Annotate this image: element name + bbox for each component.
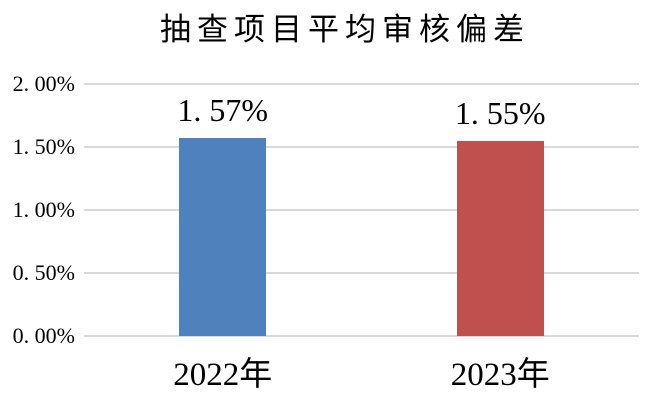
bar-value-label: 1. 55%	[454, 94, 546, 131]
y-axis-tick-label: 2. 00%	[12, 71, 75, 96]
y-axis-tick-label: 1. 00%	[12, 197, 75, 222]
bar	[456, 140, 544, 336]
y-axis-tick-label: 1. 50%	[12, 134, 75, 159]
gridline	[84, 83, 639, 85]
y-axis-tick-label: 0. 50%	[12, 260, 75, 285]
bar-value-label: 1. 57%	[177, 92, 269, 129]
x-axis-category-label: 2022年	[173, 357, 273, 393]
gridline	[84, 209, 639, 211]
y-axis-tick-label: 0. 00%	[12, 323, 75, 348]
x-axis-category-label: 2023年	[450, 357, 550, 393]
chart-title: 抽查项目平均审核偏差	[160, 12, 530, 47]
gridline	[84, 272, 639, 274]
bar	[179, 138, 267, 336]
gridline	[84, 146, 639, 148]
gridline	[84, 335, 639, 337]
